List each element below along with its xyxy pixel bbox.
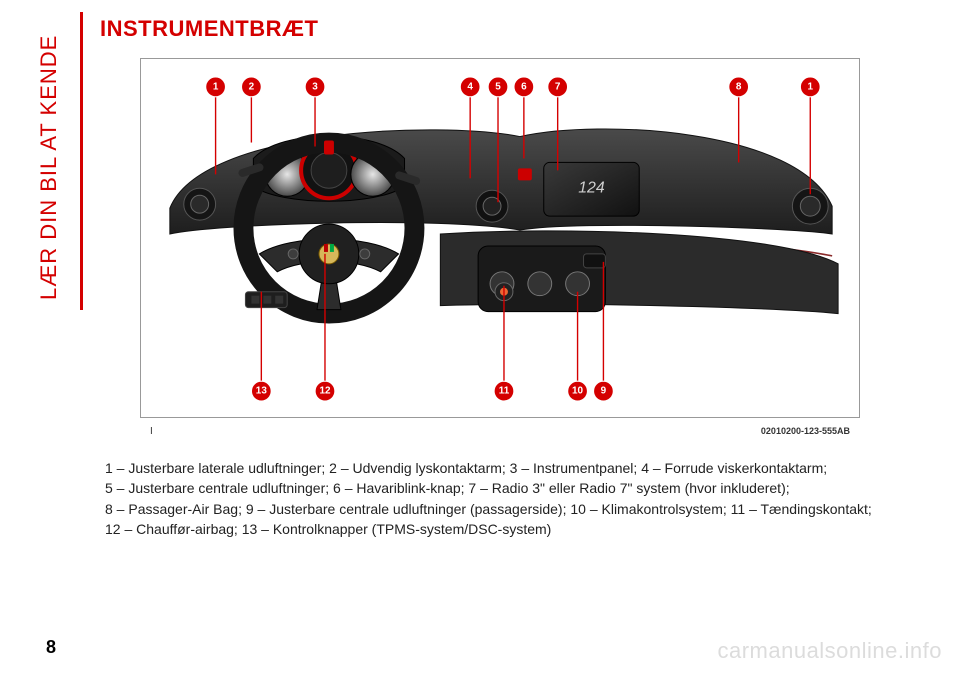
figure-code: 02010200-123-555AB [761,426,850,436]
figure-label: I [150,426,153,437]
svg-text:4: 4 [467,81,473,92]
legend-description: 1 – Justerbare laterale udluftninger; 2 … [105,458,900,539]
legend-line-3: 8 – Passager-Air Bag; 9 – Justerbare cen… [105,499,900,519]
legend-line-2: 5 – Justerbare centrale udluftninger; 6 … [105,478,900,498]
svg-text:5: 5 [495,81,501,92]
svg-text:12: 12 [319,386,331,397]
page-title: INSTRUMENTBRÆT [100,16,318,42]
side-accent-bar [80,12,83,310]
callout-9: 9 [593,381,613,401]
svg-text:10: 10 [572,386,584,397]
svg-text:6: 6 [521,81,527,92]
callout-11: 11 [494,381,514,401]
svg-text:124: 124 [578,179,605,196]
svg-text:13: 13 [256,386,268,397]
svg-text:7: 7 [555,81,561,92]
svg-text:11: 11 [499,386,510,397]
svg-text:2: 2 [249,81,255,92]
callout-8: 8 [729,77,749,97]
legend-line-4: 12 – Chauffør-airbag; 13 – Kontrolknappe… [105,519,900,539]
section-side-label: LÆR DIN BIL AT KENDE [36,35,62,300]
svg-text:8: 8 [736,81,742,92]
callout-4: 4 [460,77,480,97]
callout-1: 1 [800,77,820,97]
svg-text:1: 1 [213,81,219,92]
legend-line-1: 1 – Justerbare laterale udluftninger; 2 … [105,458,900,478]
svg-text:9: 9 [601,386,607,397]
callout-2: 2 [241,77,261,97]
callout-6: 6 [514,77,534,97]
callout-5: 5 [488,77,508,97]
page-number: 8 [46,637,56,658]
callout-13: 13 [251,381,271,401]
svg-text:1: 1 [808,81,814,92]
dashboard-figure: 124 [140,58,860,418]
callout-1: 1 [206,77,226,97]
callout-12: 12 [315,381,335,401]
callout-10: 10 [568,381,588,401]
dashboard-illustration: 124 [141,59,859,417]
svg-text:3: 3 [312,81,318,92]
callout-3: 3 [305,77,325,97]
watermark: carmanualsonline.info [717,638,942,664]
callout-7: 7 [548,77,568,97]
